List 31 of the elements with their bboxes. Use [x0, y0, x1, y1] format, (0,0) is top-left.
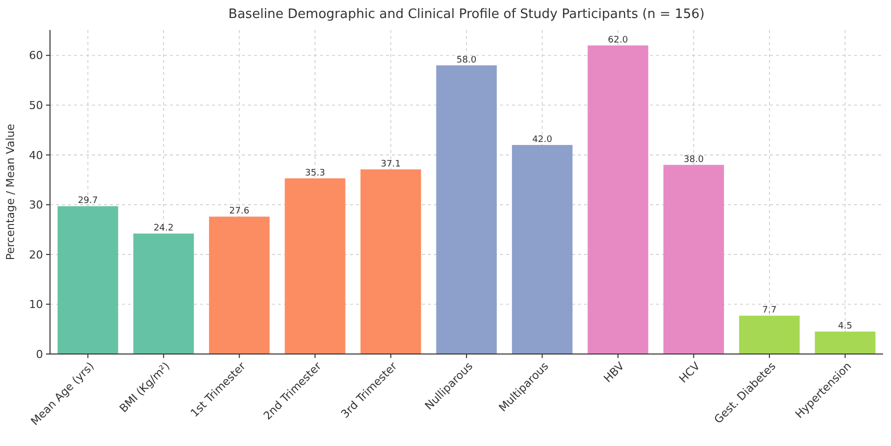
data-label: 42.0 [532, 134, 553, 145]
data-label: 35.3 [305, 168, 326, 178]
bar [133, 234, 194, 354]
bar [663, 164, 724, 354]
y-tick-label: 10 [29, 298, 43, 312]
y-tick-label: 0 [36, 348, 43, 361]
bar [436, 65, 497, 354]
y-axis-title: Percentage / Mean Value [4, 124, 17, 260]
data-label: 29.7 [78, 196, 98, 206]
y-tick-label: 20 [29, 248, 43, 262]
data-label: 24.2 [154, 224, 174, 234]
data-label: 37.1 [380, 159, 401, 170]
y-tick-label: 50 [29, 99, 43, 112]
bar [739, 316, 800, 354]
bar [360, 169, 422, 354]
y-tick-label: 40 [29, 148, 43, 162]
bar [512, 144, 573, 354]
data-label: 27.6 [229, 206, 250, 217]
bar [284, 178, 346, 354]
bar [58, 206, 118, 354]
bar [814, 332, 876, 354]
data-label: 62.0 [608, 35, 628, 46]
bar [209, 216, 270, 354]
data-label: 58.0 [456, 55, 477, 66]
data-label: 38.0 [684, 154, 704, 165]
data-label: 4.5 [838, 322, 852, 332]
y-tick-label: 30 [29, 198, 43, 212]
bar [588, 45, 648, 354]
data-label: 7.7 [762, 306, 777, 316]
chart-title: Baseline Demographic and Clinical Profile of Study Participants (n = 156) [228, 7, 705, 22]
y-tick-label: 60 [29, 49, 43, 62]
